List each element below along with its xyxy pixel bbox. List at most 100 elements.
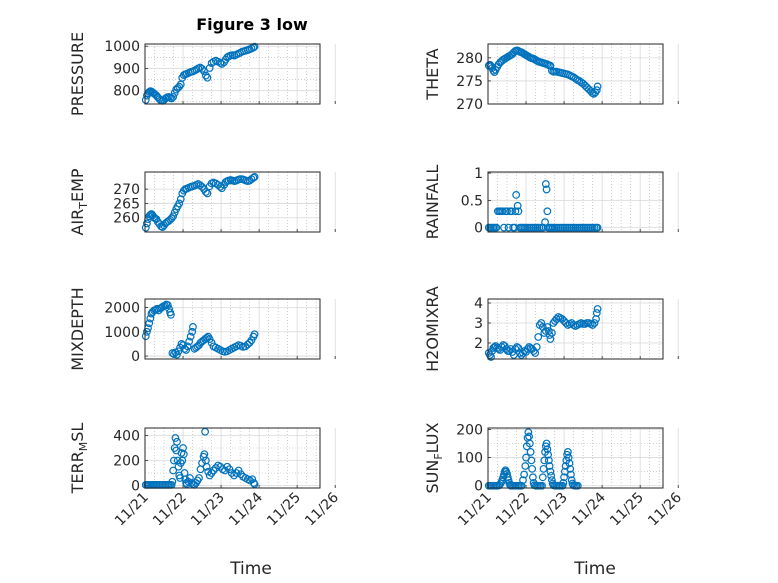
data-point: [525, 439, 534, 448]
data-point: [200, 67, 208, 76]
data-point: [527, 456, 536, 465]
y-axis-label: MIXDEPTH: [68, 287, 87, 370]
axes-frame: [144, 298, 321, 360]
data-point: [247, 336, 256, 345]
data-point: [593, 305, 602, 313]
axes-frame: [487, 298, 664, 360]
data-point: [534, 333, 543, 341]
data-point: [195, 474, 203, 482]
data-point: [250, 172, 259, 181]
x-tick-label: 11/22: [493, 490, 533, 530]
x-tick-label: 11/24: [569, 489, 609, 529]
axes-frame: [144, 171, 321, 233]
data-point: [175, 199, 184, 208]
data-point: [250, 42, 259, 51]
data-point: [524, 428, 533, 437]
data-point: [538, 481, 546, 490]
x-tick-label: 11/26: [302, 489, 342, 529]
data-point: [546, 467, 555, 476]
data-point: [141, 223, 150, 232]
y-tick-label: 0.5: [461, 193, 483, 209]
y-tick-label: 260: [113, 211, 140, 227]
plot-area: [145, 172, 320, 232]
data-point: [169, 212, 178, 221]
y-tick-label: 275: [456, 74, 483, 90]
data-point: [539, 464, 548, 473]
y-tick-label: 4: [474, 296, 483, 312]
data-point: [207, 338, 216, 347]
y-tick-label: 270: [456, 97, 483, 113]
data-point: [567, 470, 575, 479]
data-point: [182, 346, 190, 354]
y-tick-label: 1: [474, 166, 483, 182]
data-point: [175, 82, 184, 91]
data-point: [203, 73, 212, 82]
data-point: [183, 342, 192, 351]
data-point: [173, 437, 181, 446]
y-axis-label: PRESSURE: [68, 32, 87, 116]
data-point: [540, 456, 549, 465]
panel-h2omixra: 2 3 4 H2OMIXRA: [423, 286, 679, 372]
data-point: [198, 182, 206, 191]
x-axis-label-left: Time: [229, 559, 272, 579]
x-tick-label: 11/21: [112, 490, 152, 530]
x-tick-label: 11/26: [645, 489, 685, 529]
data-point: [573, 481, 582, 490]
data-point: [544, 456, 553, 465]
data-point: [205, 64, 214, 72]
data-point: [145, 319, 154, 328]
figure-title: Figure 3 low: [196, 15, 308, 34]
data-point: [560, 473, 568, 482]
data-point: [593, 223, 602, 232]
data-point: [179, 450, 188, 459]
data-point: [188, 327, 197, 336]
data-point: [143, 219, 151, 228]
data-point: [245, 338, 254, 347]
x-tick-label: 11/24: [226, 489, 266, 529]
panel-rainfall: 0 0.5 1 RAINFALL: [423, 165, 679, 239]
data-point: [537, 319, 546, 327]
data-point: [547, 471, 556, 480]
y-tick-label: 0: [474, 221, 483, 237]
y-tick-label: 265: [113, 196, 140, 212]
y-tick-label: 2000: [104, 301, 140, 317]
x-tick-label: 11/23: [188, 490, 228, 530]
data-point: [545, 331, 554, 339]
y-tick-label: 270: [113, 182, 140, 198]
data-point: [202, 462, 211, 471]
data-point: [559, 479, 568, 487]
data-point: [498, 207, 507, 216]
panel-theta: 270 275 280 THETA: [423, 43, 679, 113]
data-point: [521, 462, 530, 470]
y-tick-label: 0: [474, 479, 483, 495]
panel-pressure: 800 900 1000 PRESSURE: [68, 32, 336, 116]
data-point: [590, 319, 599, 327]
data-point: [169, 92, 178, 101]
data-point: [540, 329, 549, 337]
data-point: [588, 321, 597, 329]
data-point: [168, 477, 177, 486]
data-point: [592, 309, 601, 317]
data-point: [198, 64, 206, 73]
y-axis-label: SUNFLUX: [423, 422, 445, 493]
data-point: [564, 453, 573, 462]
data-point: [571, 74, 580, 83]
data-point: [563, 448, 572, 456]
data-point: [216, 58, 225, 67]
data-point: [552, 315, 561, 323]
y-axis-label: TERRMSL: [68, 423, 90, 495]
y-tick-label: 900: [113, 61, 140, 77]
data-point: [232, 469, 241, 477]
y-tick-label: 100: [456, 451, 483, 467]
y-tick-label: 280: [456, 51, 483, 67]
x-tick-label: 11/23: [531, 490, 571, 530]
y-tick-label: 800: [113, 84, 140, 100]
data-point: [236, 470, 245, 479]
axes-frame: [487, 427, 664, 489]
data-point: [201, 71, 210, 80]
data-point: [538, 473, 547, 482]
y-tick-label: 400: [113, 429, 140, 445]
data-point: [512, 191, 521, 199]
